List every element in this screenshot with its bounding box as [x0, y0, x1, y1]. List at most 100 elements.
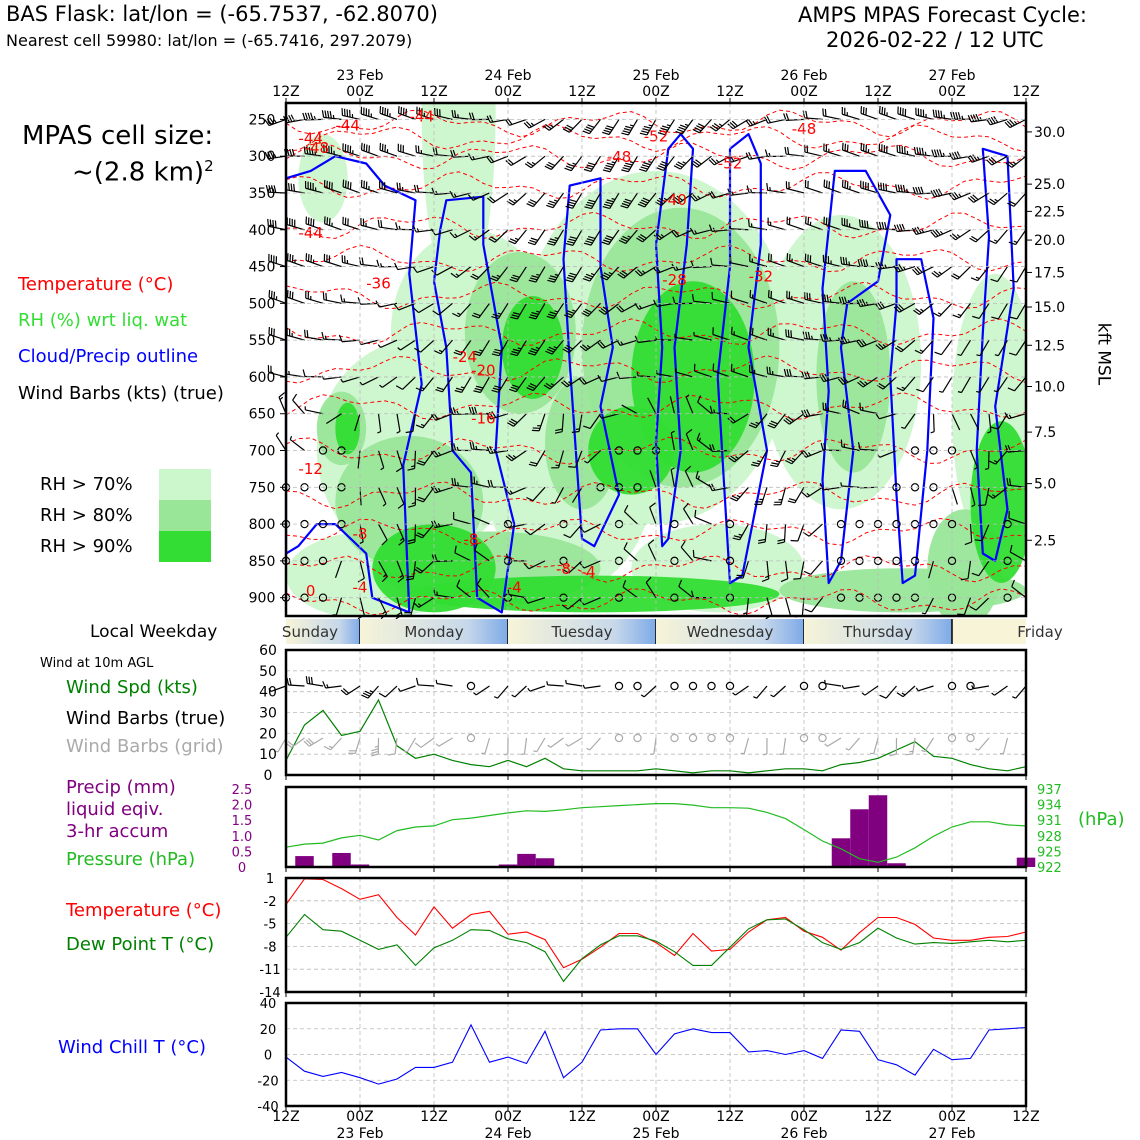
- barb-full: [840, 439, 843, 447]
- weekday-label: Tuesday: [550, 623, 612, 641]
- barb-staff: [490, 413, 509, 420]
- surface-wind-barb-grid: [504, 737, 509, 756]
- barb-full: [602, 205, 610, 210]
- upper-air-wind-barb: [321, 375, 342, 380]
- upper-air-wind-barb: [836, 556, 846, 566]
- barb-staff: [268, 118, 287, 127]
- barb-full: [599, 341, 606, 348]
- barb-full: [488, 411, 494, 419]
- barb-half: [976, 354, 981, 357]
- barb-staff: [420, 339, 435, 353]
- barb-full: [788, 254, 791, 262]
- barb-full: [803, 409, 808, 417]
- top-x-tick-label: 12Z: [568, 84, 595, 100]
- barb-staff: [1008, 413, 1027, 420]
- weekday-band-segment: [804, 619, 952, 644]
- barb-full: [951, 192, 957, 200]
- barb-full: [696, 432, 701, 440]
- barb-full: [405, 430, 413, 434]
- barb-staff: [602, 339, 620, 349]
- upper-air-wind-barb: [913, 302, 934, 315]
- barb-staff: [305, 297, 324, 304]
- barb-full: [970, 195, 977, 202]
- barb-half: [599, 414, 603, 419]
- barb-full: [1008, 200, 1016, 205]
- barb-full: [579, 345, 587, 352]
- barb-staff: [287, 259, 305, 268]
- barb-full: [471, 406, 475, 415]
- barb-half: [343, 298, 346, 303]
- pressure-tick-label: 350: [249, 186, 276, 202]
- upper-air-wind-barb: [896, 376, 916, 392]
- upper-air-wind-barb: [432, 302, 453, 316]
- barb-full: [694, 127, 702, 132]
- barb-staff: [551, 339, 564, 355]
- barb-full: [882, 183, 885, 191]
- barb-full: [264, 119, 270, 126]
- upper-air-wind-barb: [735, 560, 750, 579]
- barb-full: [546, 204, 554, 209]
- barb-staff: [768, 224, 786, 231]
- barb-full: [840, 377, 846, 384]
- surface-wind-barb-grid: [870, 737, 879, 755]
- upper-air-wind-barb: [562, 118, 583, 133]
- barb-full: [708, 224, 713, 232]
- barb-staff: [684, 470, 694, 488]
- barb-full: [866, 220, 869, 229]
- surface-wind-barb-true: [397, 685, 416, 692]
- legend-cloud: Cloud/Precip outline: [18, 346, 199, 367]
- upper-air-wind-barb: [415, 145, 435, 157]
- barb-full: [862, 259, 866, 267]
- upper-air-wind-barb: [913, 146, 934, 157]
- upper-air-wind-barb: [657, 119, 676, 136]
- barb-full: [291, 148, 295, 157]
- barb-full: [321, 110, 325, 118]
- barb-half: [757, 460, 761, 463]
- barb-staff: [749, 333, 768, 341]
- upper-air-wind-barb: [543, 376, 564, 390]
- barb-staff: [382, 376, 398, 388]
- upper-air-wind-barb: [616, 302, 638, 313]
- precip-bar: [887, 863, 906, 867]
- upper-air-wind-barb: [412, 265, 435, 274]
- barb-staff: [794, 486, 805, 504]
- barb-full: [729, 497, 737, 502]
- barb-staff: [359, 597, 365, 616]
- barb-full: [803, 570, 811, 576]
- temp-panel-frame: [284, 876, 1028, 994]
- barb-staff: [360, 263, 379, 268]
- upper-air-wind-barb: [528, 450, 546, 467]
- barb-staff: [842, 376, 860, 385]
- barb-staff: [860, 149, 879, 157]
- pressure-tick-label: 928: [1037, 830, 1062, 845]
- upper-air-wind-barb: [836, 593, 846, 602]
- barb-full: [856, 299, 861, 307]
- upper-air-wind-barb: [450, 266, 472, 279]
- barb-half: [648, 124, 653, 127]
- barb-full: [507, 422, 514, 427]
- barb-staff: [642, 229, 657, 243]
- barb-full: [859, 380, 866, 386]
- barb-half: [987, 431, 992, 434]
- barb-half: [915, 687, 919, 692]
- barb-full: [711, 124, 719, 130]
- surface-wind-barb-grid: [921, 737, 935, 753]
- upper-air-wind-barb: [766, 366, 786, 378]
- barb-full: [885, 183, 888, 192]
- upper-air-wind-barb: [509, 266, 528, 283]
- barb-full: [528, 316, 537, 320]
- barb-staff: [360, 224, 379, 231]
- barb-staff: [766, 597, 773, 616]
- barb-staff: [750, 118, 768, 127]
- barb-staff: [571, 266, 583, 283]
- barb-staff: [678, 192, 694, 204]
- barb-staff: [620, 339, 638, 346]
- barb-staff: [805, 260, 823, 268]
- pressure-tick-label: 800: [249, 517, 276, 533]
- upper-air-wind-barb: [822, 108, 842, 120]
- barb-full: [955, 112, 959, 120]
- barb-full: [844, 400, 847, 409]
- barb-half: [640, 694, 645, 698]
- temperature-contour-label: -12: [298, 460, 323, 478]
- barb-full: [361, 694, 369, 699]
